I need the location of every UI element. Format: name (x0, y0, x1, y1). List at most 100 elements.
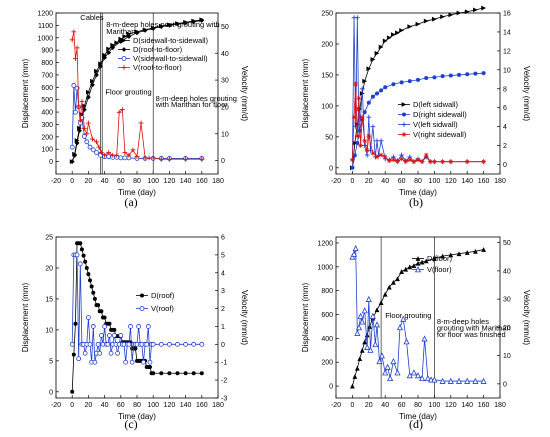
data-point (424, 374, 431, 382)
data-point (378, 44, 384, 50)
data-point (158, 156, 164, 162)
data-point (352, 140, 358, 146)
data-point (455, 377, 463, 384)
data-point (94, 139, 99, 145)
y-tick-label: 600 (321, 312, 333, 319)
data-point (144, 341, 150, 347)
y2-tick-label: -1 (221, 360, 227, 367)
data-point (106, 46, 112, 52)
data-point (410, 369, 417, 376)
data-point (403, 338, 410, 345)
data-point (74, 138, 80, 143)
x-tick-label: 20 (365, 402, 373, 409)
data-point (386, 35, 392, 41)
data-point (71, 352, 76, 357)
data-point (134, 30, 140, 36)
data-point (116, 109, 122, 115)
y2-tick-label: 6 (221, 235, 225, 242)
data-point (378, 138, 384, 144)
annotation: 8-m-deep holes post-grouting with (106, 20, 219, 29)
data-point (367, 346, 374, 353)
y2-tick-label: 10 (221, 131, 229, 138)
data-point (352, 153, 357, 158)
data-point (126, 341, 132, 347)
data-point (374, 307, 380, 313)
legend-label: D(left sidwall) (413, 100, 459, 109)
data-point (431, 376, 438, 383)
y-tick-label: 600 (41, 85, 53, 92)
data-point (432, 159, 437, 165)
data-point (387, 374, 394, 382)
legend-marker (401, 132, 407, 137)
data-point (107, 332, 112, 338)
data-point (175, 21, 180, 27)
data-point (118, 155, 124, 161)
data-point (133, 346, 138, 351)
data-point (183, 156, 188, 162)
data-point (84, 139, 90, 145)
legend-marker (401, 102, 407, 107)
data-point (69, 144, 75, 150)
x-tick-label: 160 (478, 178, 490, 185)
data-point (415, 260, 421, 266)
panel-d: -20 0 20 40 60 80 100 120 140 160 1800200400600800… (301, 236, 531, 431)
data-point (366, 114, 372, 120)
data-point (382, 291, 388, 297)
x-tick-label: 40 (381, 178, 389, 185)
data-point (191, 341, 197, 347)
data-point (357, 312, 364, 319)
data-point (419, 374, 426, 382)
legend-label: V(right sidewall) (413, 130, 467, 139)
legend-marker (121, 65, 127, 70)
x-tick-label: 80 (133, 178, 141, 185)
data-point (69, 37, 75, 43)
data-point (432, 75, 437, 80)
data-point (423, 258, 429, 264)
panel-label: (a) (124, 195, 137, 209)
annotation: Floor grouting (385, 311, 431, 320)
data-point (112, 327, 117, 332)
data-point (456, 10, 462, 16)
data-point (71, 83, 77, 88)
x-tick-label: 20 (365, 178, 373, 185)
annotation: Floor grouting (105, 88, 151, 97)
x-tick-label: 80 (414, 178, 422, 185)
data-point (465, 72, 470, 77)
data-point (374, 50, 380, 56)
y2-tick-label: 50 (503, 240, 511, 247)
data-point (403, 266, 409, 272)
data-point (349, 253, 356, 260)
data-point (146, 155, 152, 161)
x-tick-label: 120 (445, 178, 457, 185)
x-tick-label: 100 (429, 402, 441, 409)
legend-label: D(right sidewall) (413, 110, 467, 119)
data-point (378, 152, 384, 158)
data-point (147, 365, 152, 370)
data-point (391, 157, 396, 163)
data-point (382, 154, 388, 160)
x-tick-label: 140 (180, 178, 192, 185)
data-point (362, 138, 368, 144)
data-point (423, 152, 429, 158)
y-tick-label: 400 (41, 110, 53, 117)
data-point (167, 371, 172, 376)
y-tick-label: 50 (325, 134, 333, 141)
y2-tick-label: 4 (503, 124, 507, 131)
data-point (375, 91, 379, 96)
x-tick-label: 0 (350, 178, 354, 185)
y2-tick-label: 5 (221, 252, 225, 259)
data-point (72, 153, 78, 158)
annotation: with Marithan for floor (155, 100, 229, 109)
data-point (384, 363, 391, 370)
data-point (191, 19, 197, 25)
data-point (370, 124, 376, 130)
data-point (386, 284, 392, 290)
data-point (427, 159, 433, 165)
data-point (98, 150, 104, 155)
legend-label: V(roof) (151, 304, 174, 313)
data-point (350, 250, 358, 257)
data-point (374, 154, 380, 160)
panel-label: (c) (124, 417, 137, 431)
data-point (364, 343, 371, 350)
x-tick-label: 20 (85, 178, 93, 185)
